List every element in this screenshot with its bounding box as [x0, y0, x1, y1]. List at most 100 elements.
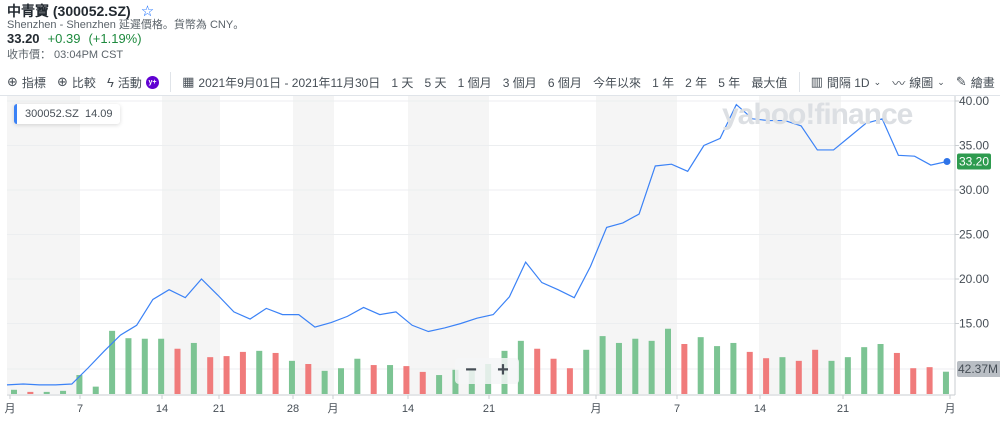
draw-button[interactable]: ✎ 繪畫 [956, 74, 995, 90]
price-row: 33.20 +0.39 (+1.19%) [7, 31, 142, 46]
last-volume-badge [957, 361, 1000, 377]
compare-button[interactable]: ⊕ 比較 [57, 74, 96, 90]
last-price-dot [943, 158, 951, 166]
volume-bar [109, 330, 116, 394]
volume-bar [43, 391, 50, 394]
volume-bar [893, 352, 900, 394]
range-5d[interactable]: 5 天 [424, 75, 447, 90]
volume-bar [648, 340, 655, 394]
legend-value: 14.09 [84, 108, 113, 120]
date-range-label: 2021年9月01日 - 2021年11月30日 [198, 75, 381, 90]
x-tick-label: 28 [287, 403, 299, 415]
y-tick-label: 20.00 [959, 272, 989, 286]
range-2y[interactable]: 2 年 [685, 75, 708, 90]
volume-bar [436, 375, 443, 394]
volume-bar [338, 368, 344, 394]
x-tick-label: 14 [754, 403, 766, 415]
volume-bar [403, 366, 410, 394]
draw-label: 繪畫 [970, 75, 995, 90]
zoom-in-button[interactable]: + [497, 359, 509, 381]
zoom-out-button[interactable]: − [465, 359, 477, 381]
divider [170, 72, 172, 92]
chart-type-dropdown[interactable]: 〰線圖 ⌄ [892, 74, 945, 91]
chevron-down-icon: ⌄ [873, 76, 882, 87]
close-time: 收市價： 03:04PM CST [7, 49, 124, 61]
volume-bar [665, 328, 671, 394]
x-tick-label: 21 [213, 403, 225, 415]
volume-bar [681, 344, 688, 394]
volume-bar [877, 344, 884, 394]
volume-bar [550, 358, 557, 394]
y-tick-label: 30.00 [959, 183, 989, 197]
date-range-button[interactable]: ▦ 2021年9月01日 - 2021年11月30日 [182, 74, 380, 90]
volume-bar [11, 389, 17, 394]
volume-bar [239, 351, 246, 394]
period-band [408, 96, 489, 394]
range-3m[interactable]: 3 個月 [502, 75, 537, 90]
x-tick-label: 21 [483, 403, 495, 415]
legend-symbol: 300052.SZ [25, 108, 79, 120]
chart-legend: 300052.SZ 14.09 [14, 104, 121, 124]
range-6m[interactable]: 6 個月 [547, 75, 582, 90]
volume-bar [746, 351, 753, 394]
period-band [759, 96, 841, 394]
volume-bar [812, 349, 819, 394]
volume-bar [534, 348, 541, 394]
volume-bar [714, 346, 721, 394]
stock-title: 中青寶 (300052.SZ) [7, 3, 131, 19]
volume-bar [190, 342, 197, 394]
volume-bar [27, 391, 34, 394]
volume-bar [632, 338, 639, 394]
x-tick-label: 7 [77, 403, 83, 415]
events-label: 活動 [117, 75, 142, 90]
volume-bar [288, 360, 295, 394]
volume-bar [272, 352, 279, 394]
range-5y[interactable]: 5 年 [718, 75, 741, 90]
calendar-icon: ▦ [182, 74, 195, 89]
x-tick-label: 月 [5, 403, 16, 415]
ruler-icon: ▥ [810, 74, 823, 89]
x-tick-label: 月 [945, 403, 956, 415]
period-band [293, 96, 334, 394]
range-max[interactable]: 最大值 [751, 75, 788, 90]
events-button[interactable]: ϟ 活動 y+ [107, 74, 159, 90]
indicators-button[interactable]: ⊕ 指標 [7, 74, 46, 90]
chart-toolbar: ⊕ 指標 ⊕ 比較 ϟ 活動 y+ ▦ 2021年9月01日 - 2021年11月30日 … [7, 72, 995, 92]
volume-bar [305, 364, 312, 394]
x-tick-label: 21 [837, 403, 849, 415]
volume-bar [321, 370, 328, 394]
range-1d[interactable]: 1 天 [391, 75, 414, 90]
volume-bar [730, 342, 737, 394]
volume-bar [92, 386, 99, 394]
zoom-control: − + [455, 358, 519, 384]
star-icon[interactable]: ☆ [140, 3, 155, 20]
range-1y[interactable]: 1 年 [652, 75, 675, 90]
volume-bar [158, 338, 165, 394]
divider [798, 72, 800, 92]
volume-bar [517, 340, 524, 394]
y-tick-label: 35.00 [959, 139, 989, 153]
volume-bar [615, 342, 622, 394]
y-tick-label: 15.00 [959, 317, 989, 331]
volume-bar [60, 390, 67, 394]
plus-circle-icon: ⊕ [7, 74, 18, 89]
x-tick-label: 14 [156, 403, 168, 415]
period-band [7, 96, 80, 394]
volume-bar [828, 360, 835, 394]
plus-circle-icon: ⊕ [57, 74, 68, 89]
range-ytd[interactable]: 今年以來 [592, 75, 641, 90]
volume-bar [844, 357, 851, 394]
x-tick-label: 7 [674, 403, 680, 415]
x-tick-label: 月 [591, 403, 602, 415]
volume-bar [583, 349, 590, 394]
interval-dropdown[interactable]: ▥ 間隔 1D ⌄ [811, 74, 882, 90]
volume-bar [370, 365, 377, 394]
line-chart-icon: 〰 [892, 75, 906, 91]
volume-bar [174, 348, 181, 394]
price-change: +0.39 [47, 31, 81, 46]
volume-bar [256, 350, 263, 394]
exchange-info: Shenzhen - Shenzhen 延遲價格。貨幣為 CNY。 [7, 19, 245, 31]
lightning-icon: ϟ [107, 74, 114, 90]
range-1m[interactable]: 1 個月 [457, 75, 492, 90]
